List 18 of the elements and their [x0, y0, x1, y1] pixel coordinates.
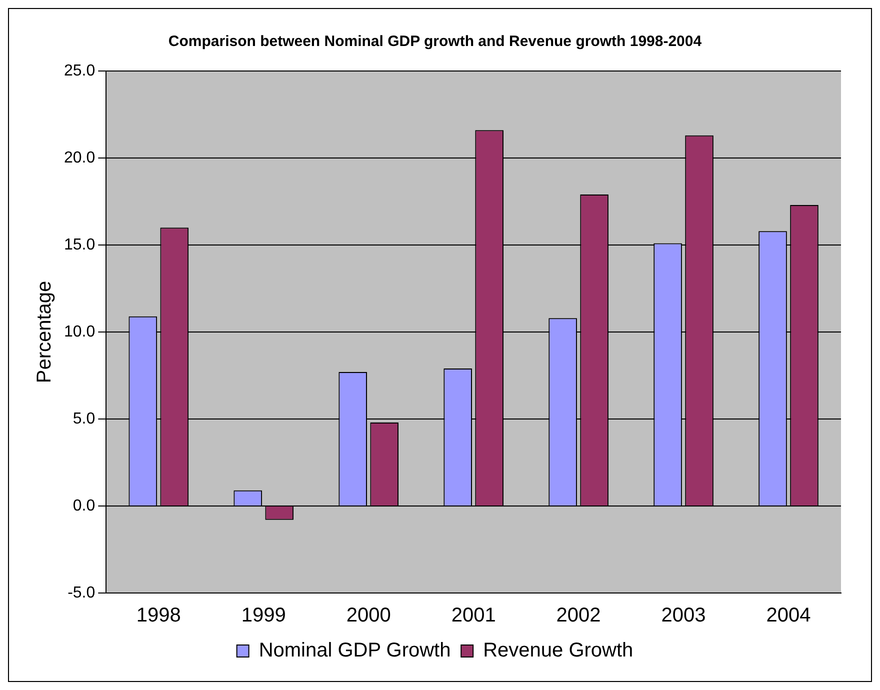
x-tick-label: 1998: [136, 604, 181, 627]
x-tick-label: 1999: [241, 604, 286, 627]
x-tick-label: 2004: [766, 604, 811, 627]
y-tick-label: 0.0: [72, 497, 96, 514]
y-tick-label: 15.0: [64, 236, 96, 254]
y-tick-label: 10.0: [64, 323, 96, 340]
legend-label: Nominal GDP Growth: [258, 640, 451, 662]
y-tick-label: 25.0: [64, 62, 96, 80]
x-tick-label: 2002: [556, 604, 601, 627]
chart-title: Comparison between Nominal GDP growth and Revenue growth 1998-2004: [168, 33, 702, 50]
y-tick-label: 20.0: [64, 149, 96, 166]
legend-label: Revenue Growth: [483, 640, 634, 662]
x-tick-label: 2001: [451, 604, 496, 627]
x-tick-label: 2003: [661, 604, 706, 627]
y-tick-label: -5.0: [68, 584, 96, 602]
y-tick-label: 5.0: [72, 410, 96, 428]
y-axis-title: Percentage: [34, 280, 56, 384]
x-tick-label: 2000: [346, 604, 391, 627]
